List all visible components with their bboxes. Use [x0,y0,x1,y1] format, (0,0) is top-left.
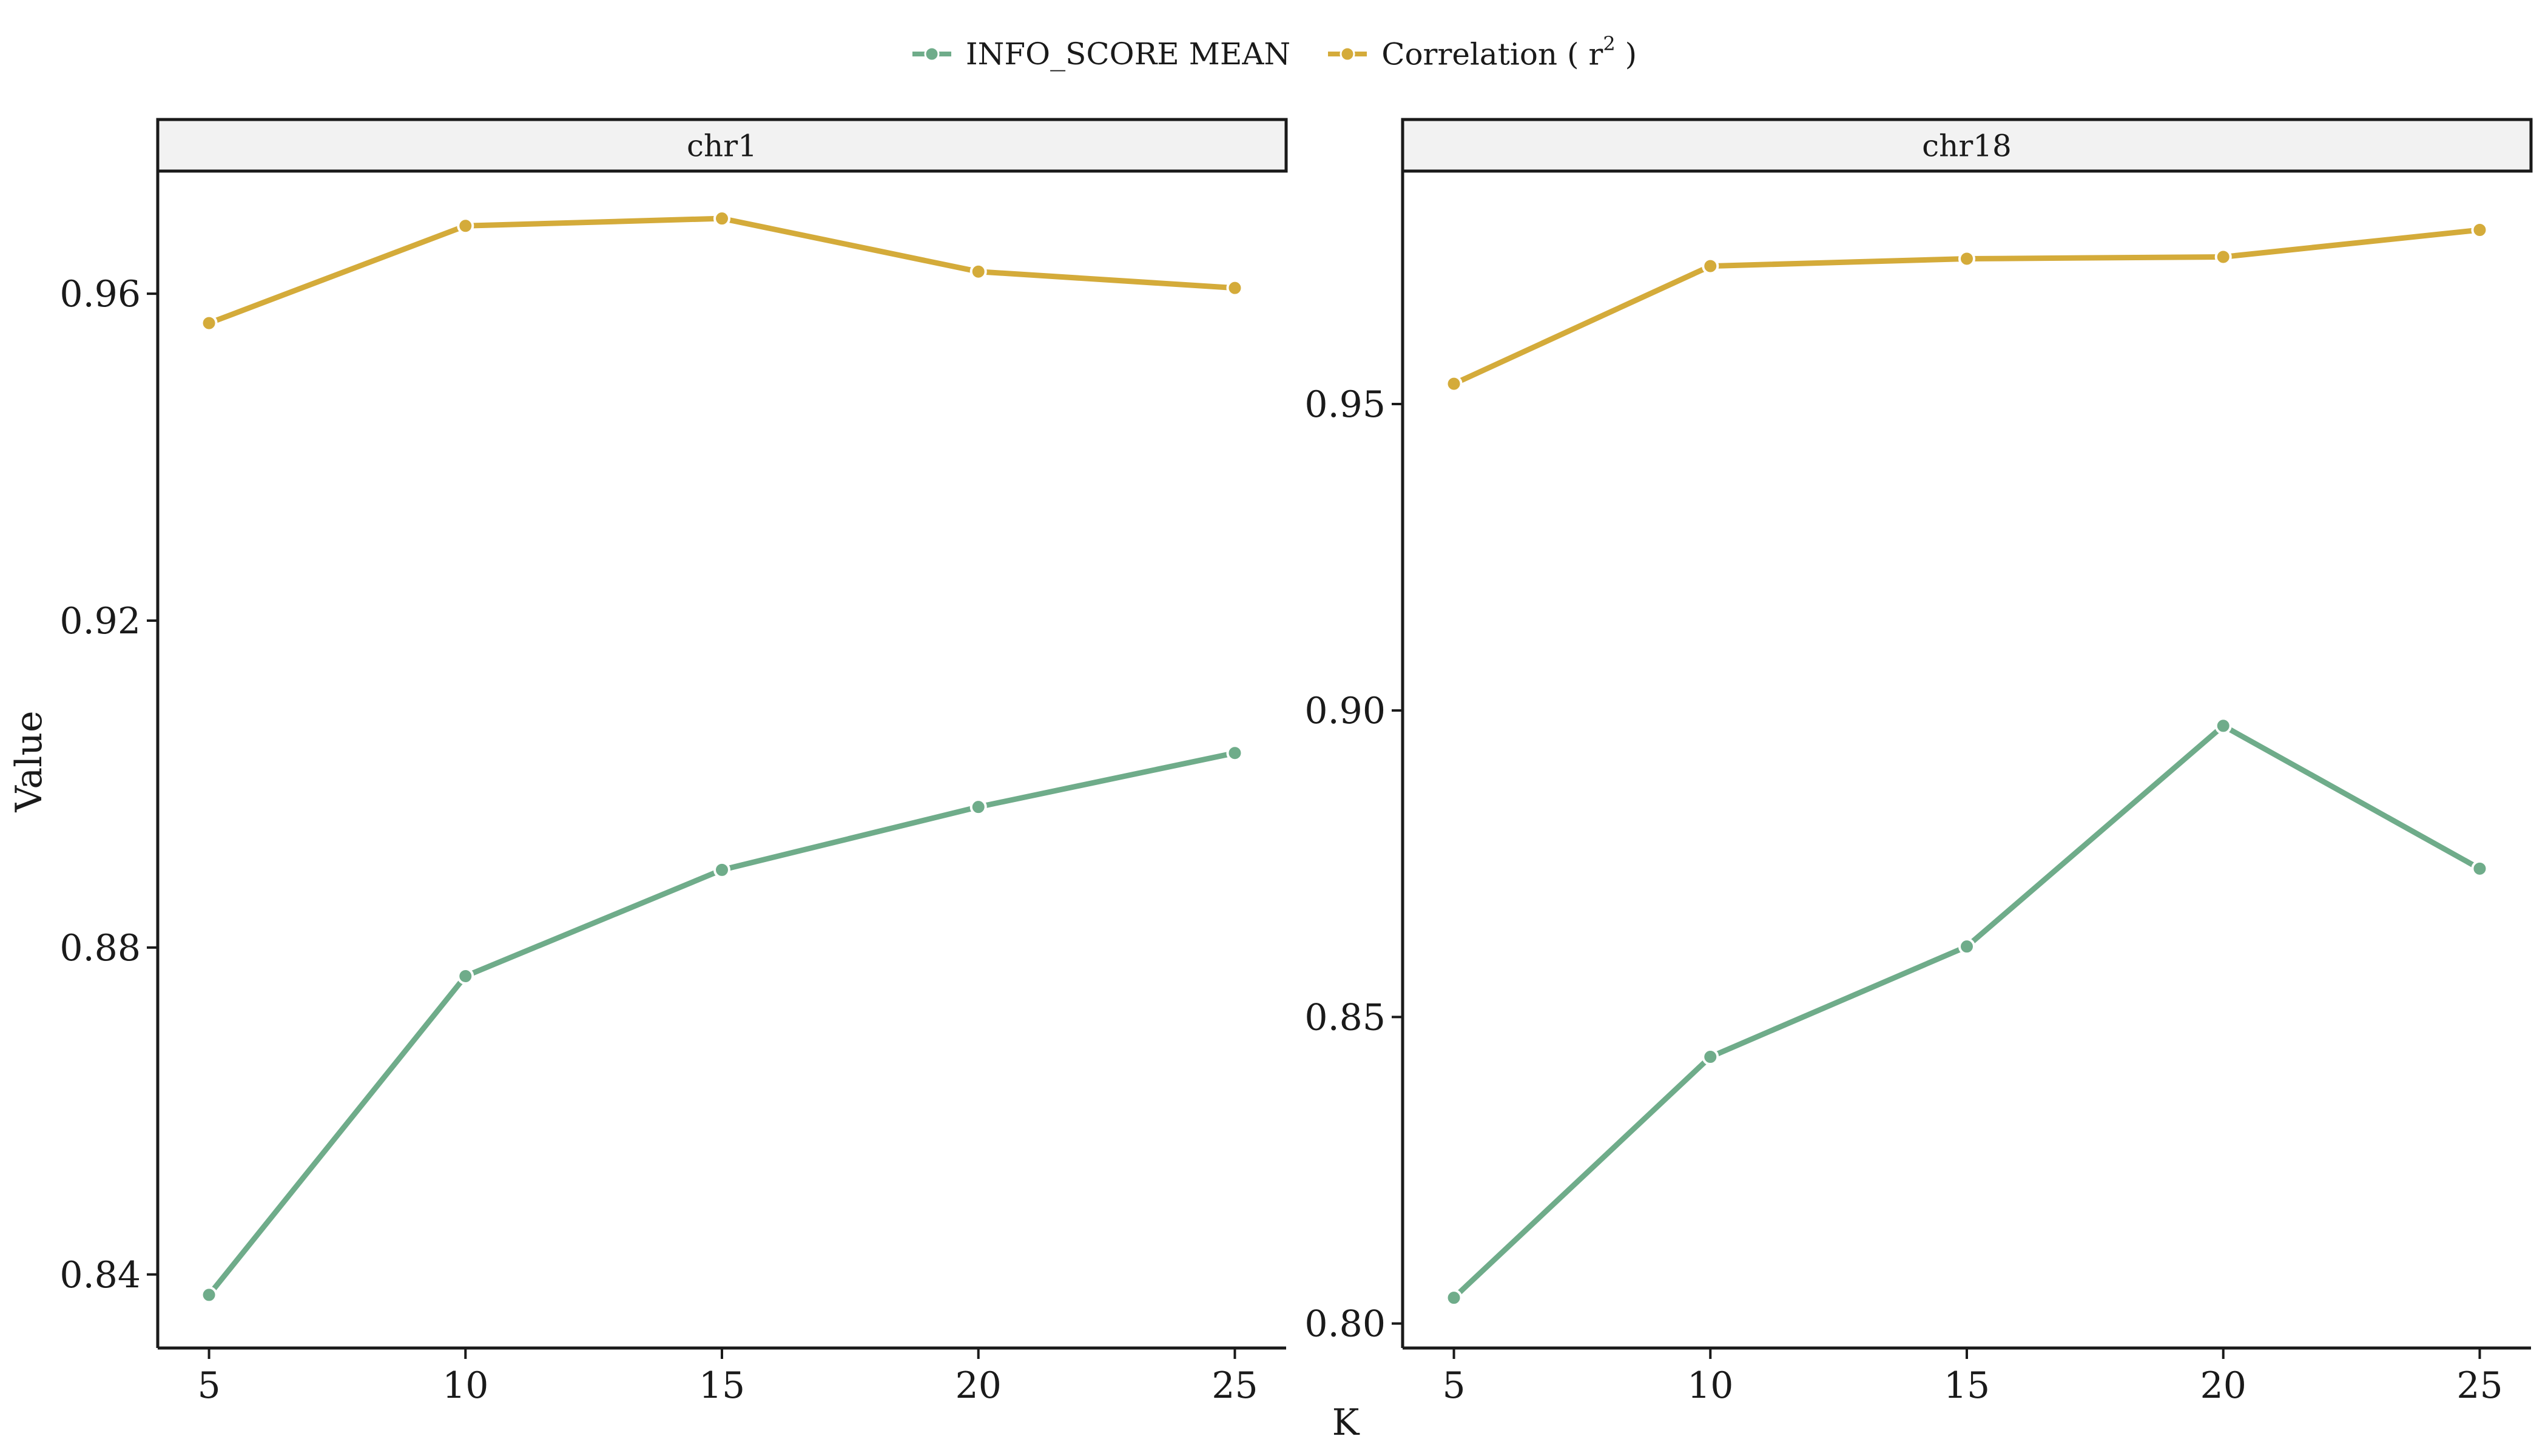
data-point [2471,860,2489,877]
data-point [1702,1048,1719,1066]
data-point [1445,1289,1463,1307]
data-point [2471,221,2489,238]
data-point [713,861,730,878]
data-point [200,314,218,332]
legend: INFO_SCORE MEAN Correlation ( r2 ) [0,27,2548,81]
facet-strip [1401,118,2533,173]
y-tick-label: 0.95 [1304,383,1386,426]
data-point [1958,938,1975,956]
facet-strip-label: chr18 [1922,129,2012,164]
data-point [2214,248,2232,266]
series-line [206,750,1238,1298]
data-point [1226,279,1244,297]
y-tick-label: 0.80 [1304,1303,1386,1346]
legend-label-info-score: INFO_SCORE MEAN [965,36,1291,72]
data-point [200,1286,218,1304]
data-point [457,968,474,985]
x-tick-label: 20 [2200,1364,2246,1407]
x-tick-label: 25 [2456,1364,2502,1407]
x-tick-label: 25 [1212,1364,1258,1407]
y-tick-label: 0.96 [59,273,141,315]
y-axis-title: Value [8,711,50,813]
x-tick-label: 20 [956,1364,1002,1407]
data-point [969,263,987,280]
legend-label-correlation-suffix: ) [1615,36,1637,72]
legend-key-correlation [1328,46,1367,62]
data-point [1226,744,1244,762]
x-tick-label: 15 [1944,1364,1990,1407]
x-tick-label: 15 [699,1364,745,1407]
data-point [1958,250,1975,268]
legend-label-correlation: Correlation ( r2 ) [1381,32,1637,72]
legend-label-correlation-superscript: 2 [1603,32,1616,56]
x-tick-label: 5 [1442,1364,1465,1407]
data-point [1702,257,1719,275]
data-point [457,217,474,235]
legend-label-correlation-prefix: Correlation ( r [1381,36,1603,72]
series-line [1451,723,2482,1301]
data-point [969,798,987,816]
y-tick-label: 0.88 [59,927,141,969]
y-tick-label: 0.92 [59,600,141,642]
data-point [2214,717,2232,735]
facet-strip-label: chr1 [687,129,757,164]
legend-key-marker [924,46,940,62]
x-tick-label: 10 [442,1364,488,1407]
data-point [713,210,730,228]
legend-key-info-score [912,46,951,62]
legend-item-info-score: INFO_SCORE MEAN [911,36,1290,72]
legend-key-marker [1340,46,1355,62]
x-tick-label: 10 [1687,1364,1733,1407]
y-tick-label: 0.85 [1304,996,1386,1039]
series-line [206,215,1238,326]
y-tick-label: 0.90 [1304,690,1386,732]
data-point [1445,375,1463,393]
legend-item-correlation: Correlation ( r2 ) [1327,32,1637,72]
x-tick-label: 5 [197,1364,220,1407]
x-axis-title: K [1332,1401,1360,1444]
y-tick-label: 0.84 [59,1254,141,1296]
facet-strip [156,118,1288,173]
